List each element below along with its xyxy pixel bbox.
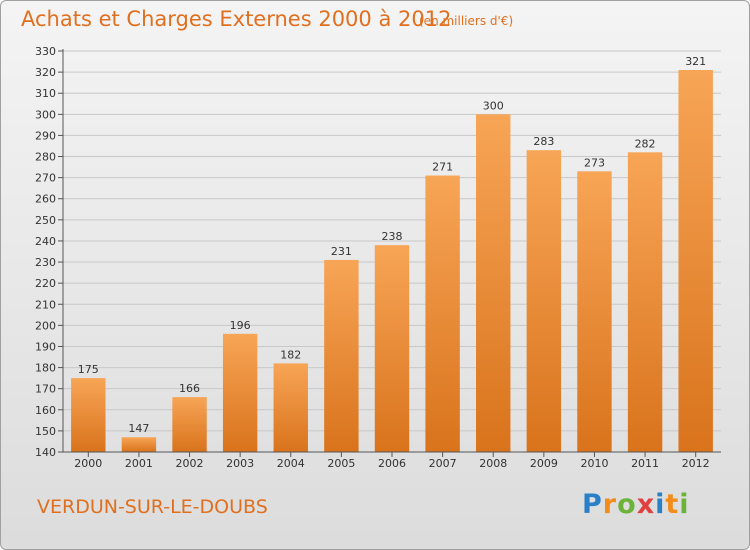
y-tick-label: 150: [35, 425, 56, 438]
data-label: 283: [533, 135, 554, 148]
place-name: VERDUN-SUR-LE-DOUBS: [37, 496, 268, 518]
bar: [222, 333, 258, 452]
x-tick-label: 2008: [479, 457, 507, 470]
bar: [425, 175, 460, 452]
data-label: 147: [128, 422, 149, 435]
y-tick-label: 330: [35, 45, 56, 58]
bar: [273, 363, 308, 452]
logo-letter: o: [617, 489, 637, 520]
y-tick-label: 170: [35, 383, 56, 396]
chart-subtitle: (en milliers d'€): [419, 14, 514, 28]
x-tick-label: 2011: [631, 457, 659, 470]
axis-layer: 140 150 160 170 180 190 200 210 220 230 240 250 260 2…: [35, 45, 721, 470]
y-tick-label: 280: [35, 151, 56, 164]
y-tick-label: 300: [35, 108, 56, 121]
y-tick-label: 230: [35, 256, 56, 269]
data-label: 166: [179, 382, 200, 395]
data-label: 196: [230, 319, 251, 332]
y-tick-label: 200: [35, 319, 56, 332]
x-tick-label: 2006: [378, 457, 406, 470]
y-tick-label: 240: [35, 235, 56, 248]
x-tick-label: 2003: [226, 457, 254, 470]
x-tick-label: 2010: [580, 457, 608, 470]
x-tick-label: 2000: [74, 457, 102, 470]
bar: [121, 437, 157, 452]
bar: [374, 245, 410, 452]
bar: [324, 259, 359, 452]
y-tick-label: 140: [35, 446, 56, 459]
logo-letter: x: [636, 489, 656, 520]
proxiti-logo: Proxiti: [582, 489, 690, 520]
bar: [71, 378, 106, 452]
data-label: 182: [280, 348, 301, 361]
bar-layer: 175 147 166 196 182 231 238 271 300 283 273 282 321: [71, 55, 713, 453]
x-tick-label: 2004: [277, 457, 305, 470]
x-tick-label: 2002: [176, 457, 204, 470]
bar: [627, 152, 663, 452]
y-tick-label: 310: [35, 87, 56, 100]
y-tick-label: 320: [35, 66, 56, 79]
bar: [172, 397, 207, 452]
x-tick-label: 2009: [530, 457, 558, 470]
data-label: 271: [432, 161, 453, 174]
x-tick-label: 2005: [327, 457, 355, 470]
logo-letter: t: [665, 489, 680, 520]
y-tick-label: 270: [35, 172, 56, 185]
logo-letter: P: [582, 489, 603, 520]
data-label: 238: [382, 230, 403, 243]
y-tick-label: 250: [35, 214, 56, 227]
data-label: 321: [685, 55, 706, 68]
y-tick-label: 220: [35, 277, 56, 290]
y-tick-label: 160: [35, 404, 56, 417]
data-label: 300: [483, 99, 504, 112]
y-tick-label: 210: [35, 298, 56, 311]
bar: [476, 114, 511, 452]
y-tick-label: 290: [35, 129, 56, 142]
data-label: 231: [331, 245, 352, 258]
x-tick-label: 2012: [682, 457, 710, 470]
y-tick-label: 260: [35, 193, 56, 206]
bar: [526, 150, 562, 452]
chart-title: Achats et Charges Externes 2000 à 2012: [21, 7, 452, 31]
logo-letter: i: [655, 489, 666, 520]
x-tick-label: 2001: [125, 457, 153, 470]
logo-letter: r: [602, 489, 618, 520]
data-label: 273: [584, 156, 605, 169]
data-label: 175: [78, 363, 99, 376]
bar: [678, 69, 713, 452]
x-tick-label: 2007: [429, 457, 457, 470]
y-tick-label: 190: [35, 340, 56, 353]
bar: [577, 171, 612, 453]
data-label: 282: [635, 137, 656, 150]
logo-letter: i: [679, 489, 690, 520]
y-tick-label: 180: [35, 362, 56, 375]
